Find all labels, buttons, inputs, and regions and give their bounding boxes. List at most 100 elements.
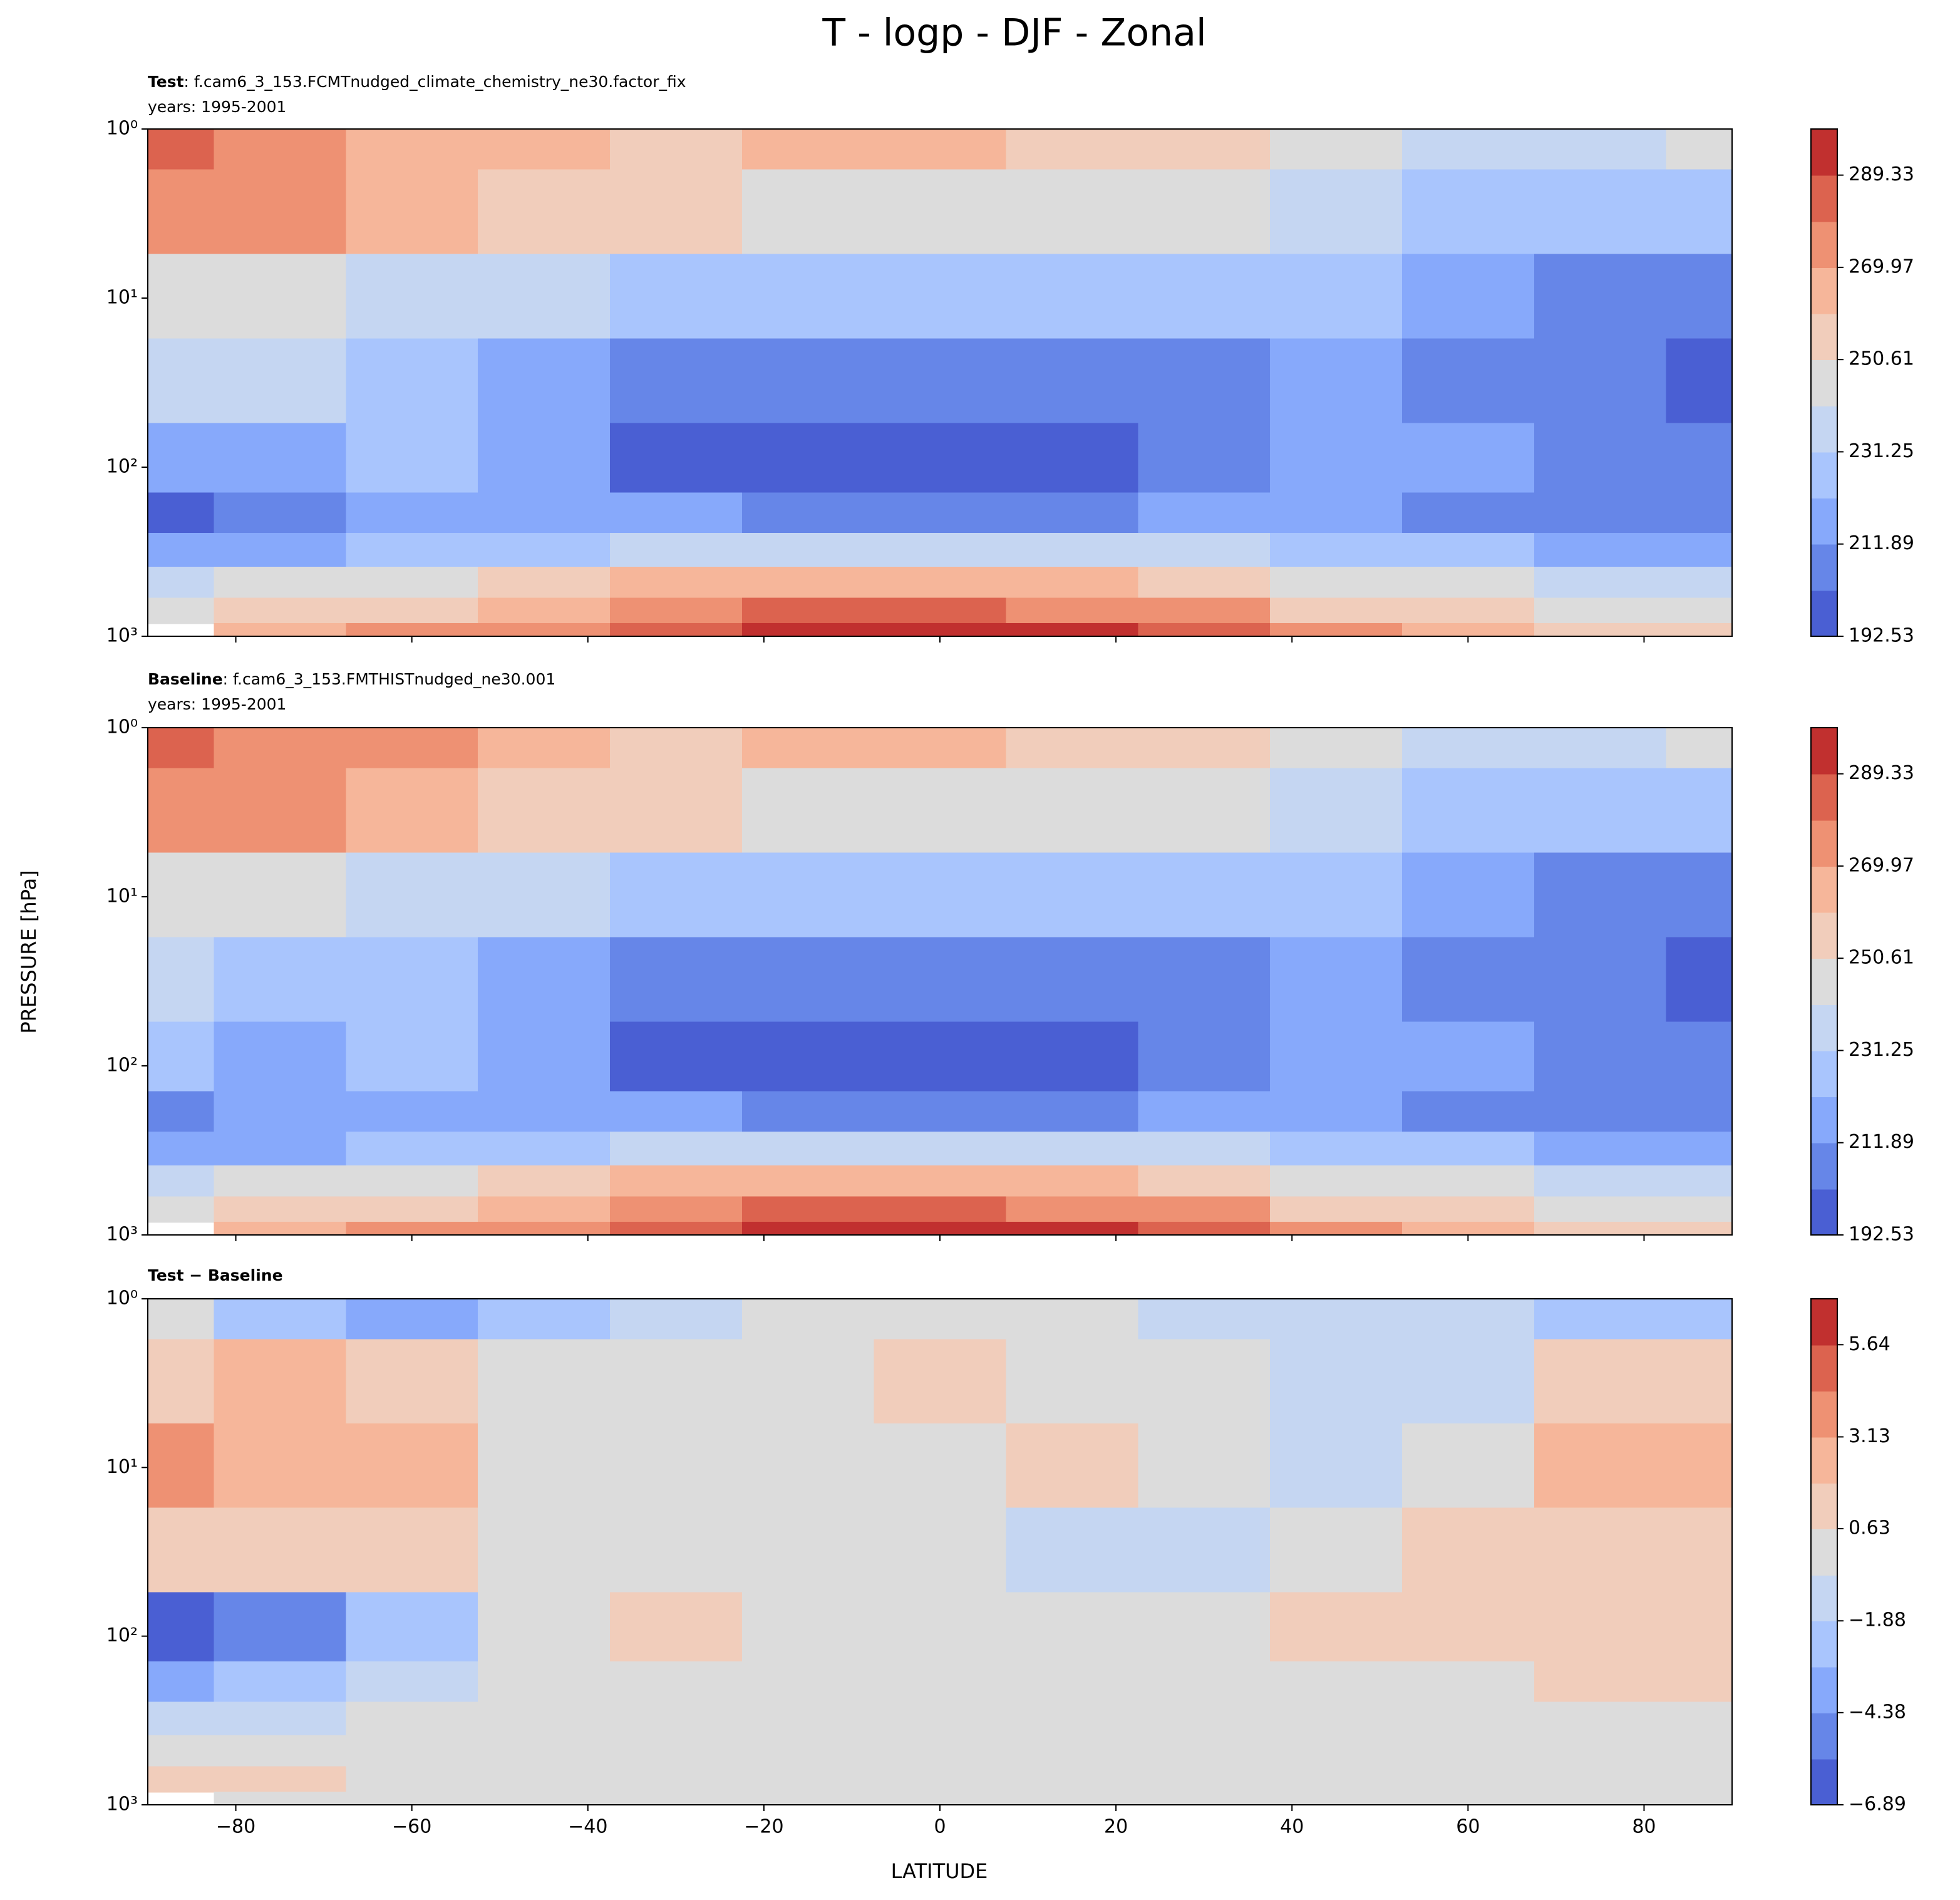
- contour-cell: [1401, 1701, 1535, 1737]
- contour-cell: [609, 129, 743, 170]
- contour-cell: [478, 1021, 611, 1092]
- contour-cell: [741, 254, 875, 339]
- contour-cell: [741, 1339, 875, 1425]
- contour-cell: [609, 1132, 743, 1166]
- contour-cell: [741, 533, 875, 567]
- contour-cell: [346, 937, 479, 1023]
- contour-cell: [478, 566, 611, 599]
- contour-cell: [1138, 1701, 1271, 1737]
- contour-cell: [1270, 623, 1403, 638]
- contour-cell: [874, 1766, 1007, 1793]
- contour-cell: [1534, 937, 1667, 1023]
- contour-cell: [1534, 1792, 1667, 1806]
- contour-cell: [346, 533, 479, 567]
- contour-cell: [1534, 1661, 1667, 1703]
- contour-cell: [478, 1299, 611, 1340]
- contour-cell: [1401, 423, 1535, 493]
- contour-cell: [214, 1507, 347, 1593]
- contour-cell: [1006, 1196, 1139, 1223]
- panel-label: Baseline: [148, 670, 223, 688]
- contour-cell: [346, 852, 479, 938]
- contour-cell: [346, 492, 479, 534]
- colorbar-tick-label: 250.61: [1849, 348, 1914, 370]
- contour-cell: [1270, 1423, 1403, 1509]
- contour-cell: [1138, 597, 1271, 624]
- contour-cell: [214, 728, 347, 769]
- contour-cell: [874, 1507, 1007, 1593]
- contour-cell: [1666, 566, 1733, 599]
- contour-cell: [609, 1165, 743, 1197]
- contour-cell: [478, 937, 611, 1023]
- contour-cell: [1666, 492, 1733, 534]
- contour-cell: [1270, 533, 1403, 567]
- contour-cell: [1666, 1091, 1733, 1133]
- colorbar-band: [1811, 865, 1837, 913]
- contour-cell: [346, 728, 479, 769]
- contour-cell: [1401, 1222, 1535, 1236]
- contour-cell: [214, 1701, 347, 1737]
- contour-cell: [1270, 1091, 1403, 1133]
- contour-cell: [1534, 768, 1667, 854]
- contour-cell: [609, 169, 743, 255]
- contour-cell: [1138, 1766, 1271, 1793]
- contour-cell: [1401, 768, 1535, 854]
- contour-cell: [1666, 1661, 1733, 1703]
- contour-cell: [148, 1735, 215, 1767]
- contour-cell: [1138, 937, 1271, 1023]
- contour-cell: [1401, 1132, 1535, 1166]
- colorbar-tick-label: 192.53: [1849, 625, 1914, 647]
- contour-cell: [1666, 169, 1733, 255]
- contour-cell: [1138, 1196, 1271, 1223]
- colorbar-band: [1811, 1437, 1837, 1484]
- colorbar-band: [1811, 359, 1837, 406]
- contour-cell: [1401, 129, 1535, 170]
- contour-cell: [1138, 1132, 1271, 1166]
- contour-cell: [346, 423, 479, 493]
- contour-cell: [148, 1091, 215, 1133]
- contour-cell: [874, 566, 1007, 599]
- colorbar-tick-label: 0.63: [1849, 1517, 1890, 1539]
- contour-cell: [1270, 1661, 1403, 1703]
- colorbar-tick-label: 211.89: [1849, 1131, 1914, 1153]
- contour-cell: [214, 254, 347, 339]
- contour-cell: [1138, 623, 1271, 638]
- contour-cell: [874, 1222, 1007, 1236]
- contour-cell: [609, 1592, 743, 1663]
- contour-cell: [1006, 597, 1139, 624]
- contour-cell: [1666, 1701, 1733, 1737]
- contour-cell: [741, 1021, 875, 1092]
- contour-cell: [609, 597, 743, 624]
- colorbar-tick-label: 289.33: [1849, 762, 1914, 784]
- contour-cell: [1666, 1165, 1733, 1197]
- contour-cell: [609, 1766, 743, 1793]
- figure-title: T - logp - DJF - Zonal: [822, 11, 1206, 55]
- contour-cell: [1138, 1792, 1271, 1806]
- contour-cell: [609, 1423, 743, 1509]
- contour-cell: [1401, 728, 1535, 769]
- colorbar-band: [1811, 498, 1837, 545]
- colorbar-band: [1811, 1299, 1837, 1346]
- colorbar-tick-label: −4.38: [1849, 1701, 1906, 1723]
- contour-cell: [609, 338, 743, 424]
- contour-cell: [1138, 566, 1271, 599]
- contour-cell: [1270, 1766, 1403, 1793]
- contour-cell: [214, 852, 347, 938]
- contour-cell: [609, 728, 743, 769]
- contour-cell: [478, 338, 611, 424]
- contour-cell: [148, 254, 215, 339]
- contour-cell: [874, 1735, 1007, 1767]
- contour-cell: [1138, 492, 1271, 534]
- contour-cell: [874, 129, 1007, 170]
- contour-cell: [346, 1792, 479, 1806]
- contour-cell: [1534, 1423, 1667, 1509]
- contour-cell: [874, 423, 1007, 493]
- contour-cell: [1270, 1021, 1403, 1092]
- contour-cell: [148, 1165, 215, 1197]
- contour-cell: [148, 1196, 215, 1223]
- contour-cell: [1006, 1021, 1139, 1092]
- contour-cell: [609, 1701, 743, 1737]
- contour-cell: [741, 1196, 875, 1223]
- contour-cell: [1534, 129, 1667, 170]
- colorbar-frame: [1810, 1298, 1838, 1805]
- colorbar-band: [1811, 405, 1837, 453]
